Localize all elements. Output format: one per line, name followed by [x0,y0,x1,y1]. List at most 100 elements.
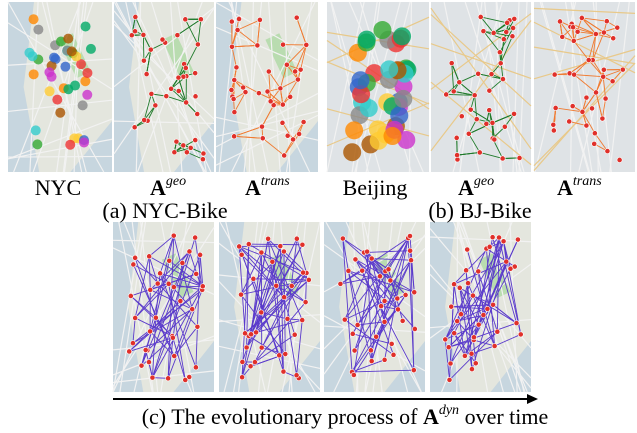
node [593,31,598,36]
node [268,99,273,104]
node [167,258,172,263]
node [514,321,519,326]
node [473,361,478,366]
node [476,269,481,274]
node [244,345,249,350]
node [255,43,260,48]
map-image [114,2,214,172]
node [481,29,486,34]
node [274,283,279,288]
node [150,375,155,380]
node [492,137,497,142]
node [469,351,474,356]
cluster [358,31,376,49]
node [300,318,305,323]
node [160,37,165,42]
map-images [8,2,635,392]
node [251,276,256,281]
node [412,290,417,295]
node [382,357,387,362]
node [391,352,396,357]
node [498,61,503,66]
node [142,117,147,122]
node [500,156,505,161]
node [481,312,486,317]
node [495,329,500,334]
node [510,25,515,30]
node [195,111,200,116]
caption-base: A [423,404,439,429]
node [511,111,516,116]
node [248,332,253,337]
node [288,94,293,99]
node [551,128,556,133]
node [584,95,589,100]
node [194,271,199,276]
node [386,267,391,272]
node [298,67,303,72]
label: Beijing [343,175,408,200]
node [132,125,137,130]
label-sup: trans [573,174,602,189]
node [454,153,459,158]
label-base: A [458,175,474,200]
node [281,295,286,300]
node [620,67,625,72]
node [552,72,557,77]
node [198,17,203,22]
node [253,330,258,335]
node [290,137,295,142]
node [278,86,283,91]
cluster [63,34,73,44]
node [592,131,597,136]
cluster [82,68,92,78]
node [293,69,298,74]
node [451,89,456,94]
node [193,71,198,76]
node [465,281,470,286]
node [170,335,175,340]
node [174,139,179,144]
node [508,266,513,271]
node [451,282,456,287]
node [501,239,506,244]
map-image [534,2,635,172]
cluster [345,121,363,139]
cluster [70,81,80,91]
node [146,359,151,364]
node [489,72,494,77]
node [586,57,591,62]
node [589,106,594,111]
node [240,375,245,380]
node [465,247,470,252]
caption: (a) NYC-Bike [102,198,227,223]
map-image [113,222,214,392]
node [449,61,454,66]
node [487,108,492,113]
node [584,123,589,128]
node [252,359,257,364]
node [175,33,180,38]
node [183,65,188,70]
node [172,150,177,155]
node [141,32,146,37]
cluster [29,69,39,79]
node [171,284,176,289]
cluster [380,60,398,78]
node [193,235,198,240]
node [551,122,556,127]
node [300,242,305,247]
node [180,260,185,265]
node [604,19,609,24]
node [147,329,152,334]
node [166,376,171,381]
node [234,65,239,70]
node [476,71,481,76]
node [610,79,615,84]
node [292,332,297,337]
node [575,29,580,34]
cluster [60,62,70,72]
node [374,334,379,339]
node [294,236,299,241]
node [411,368,416,373]
